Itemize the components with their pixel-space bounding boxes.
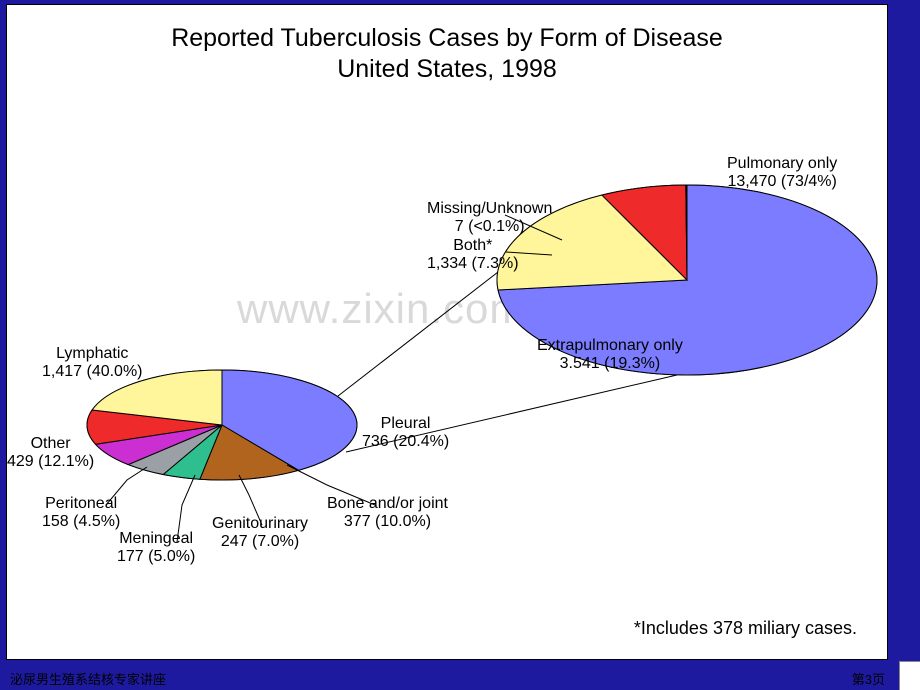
footer-caption-left: 泌尿男生殖系结核专家讲座 <box>10 669 166 688</box>
label-sub-genitourinary: Genitourinary247 (7.0%) <box>212 515 308 552</box>
label-main-both: Both*1,334 (7.3%) <box>427 237 519 274</box>
label-sub-lymphatic: Lymphatic1,417 (40.0%) <box>42 345 143 382</box>
label-sub-peritoneal: Peritoneal158 (4.5%) <box>42 495 120 532</box>
sub-pie <box>87 370 357 480</box>
footer-caption-right: 第3页 <box>852 669 885 688</box>
page-curl-icon <box>899 661 920 690</box>
label-main-missing-unknown: Missing/Unknown7 (<0.1%) <box>427 200 552 237</box>
label-sub-meningeal: Meningeal177 (5.0%) <box>117 530 195 567</box>
label-sub-bone-joint: Bone and/or joint377 (10.0%) <box>327 495 448 532</box>
label-main-pulmonary-only: Pulmonary only13,470 (73/4%) <box>727 155 837 192</box>
label-sub-pleural: Pleural736 (20.4%) <box>362 415 449 452</box>
slide-canvas: Reported Tuberculosis Cases by Form of D… <box>6 4 888 660</box>
label-sub-other: Other429 (12.1%) <box>7 435 94 472</box>
slide-outer: Reported Tuberculosis Cases by Form of D… <box>0 0 920 690</box>
footnote: *Includes 378 miliary cases. <box>634 618 857 639</box>
label-main-extrapulmonary-only: Extrapulmonary only3.541 (19.3%) <box>537 337 683 374</box>
